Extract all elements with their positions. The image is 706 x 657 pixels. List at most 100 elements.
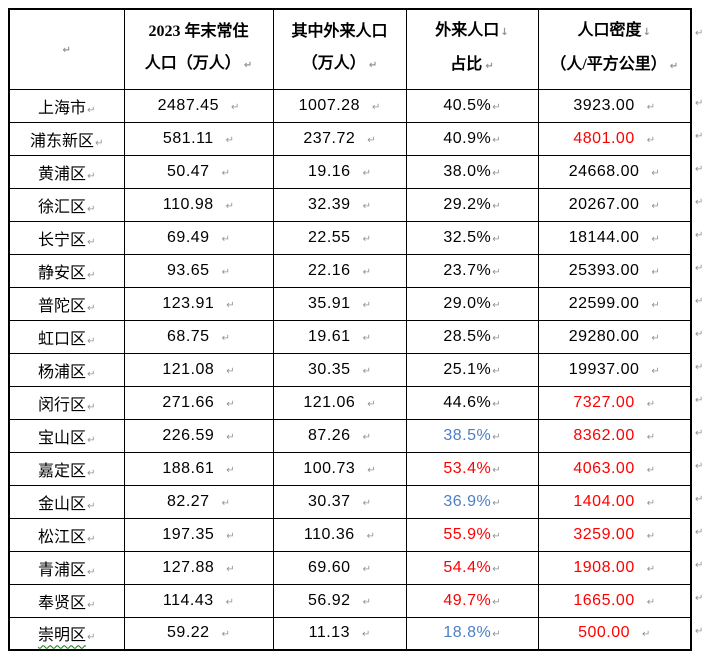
table-row: 上海市↵ 2487.45 ↵ 1007.28 ↵ 40.5%↵ 3923.00 ↵ [8, 88, 692, 123]
paragraph-mark: ↵ [651, 200, 660, 212]
table-row: 松江区↵ 197.35 ↵ 110.36 ↵ 55.9%↵ 3259.00 ↵ [8, 517, 692, 552]
end-of-row-mark: ↵ [695, 296, 704, 307]
percentage-value: 38.5% [443, 426, 492, 444]
district-cell: 上海市↵ [8, 88, 125, 123]
percentage-cell: 40.5%↵ [405, 88, 539, 123]
end-of-row-mark: ↵ [695, 626, 704, 637]
district-name: 青浦区 [38, 561, 87, 579]
percentage-cell: 54.4%↵ [405, 550, 539, 585]
paragraph-mark: ↵ [367, 134, 376, 146]
density-cell: 8362.00 ↵ [537, 418, 692, 453]
paragraph-mark: ↵ [485, 61, 494, 73]
density-value: 7327.00 [573, 393, 635, 411]
header-density-line2: （人/平方公里） [550, 56, 667, 74]
district-cell: 闵行区↵ [8, 385, 125, 420]
density-value: 4801.00 [573, 129, 635, 147]
district-name: 浦东新区 [30, 132, 95, 150]
percentage-value: 29.0% [443, 294, 492, 312]
district-cell: 虹口区↵ [8, 319, 125, 354]
density-cell: 3259.00 ↵ [537, 517, 692, 552]
percentage-cell: 29.2%↵ [405, 187, 539, 222]
density-cell: 7327.00 ↵ [537, 385, 692, 420]
density-value: 25393.00 [568, 261, 640, 279]
percentage-value: 54.4% [443, 558, 492, 576]
paragraph-mark: ↵ [87, 599, 96, 611]
resident-cell: 127.88 ↵ [123, 550, 274, 585]
paragraph-mark: ↵ [87, 434, 96, 446]
paragraph-mark: ↵ [651, 233, 660, 245]
district-cell: 长宁区↵ [8, 220, 125, 255]
district-cell: 杨浦区↵ [8, 352, 125, 387]
paragraph-mark: ↵ [367, 464, 376, 476]
density-cell: 3923.00 ↵ [537, 88, 692, 123]
resident-value: 197.35 [162, 525, 215, 543]
end-of-row-mark: ↵ [695, 428, 704, 439]
paragraph-mark: ↵ [226, 431, 235, 443]
percentage-value: 44.6% [443, 393, 492, 411]
percentage-value: 18.8% [443, 624, 492, 642]
percentage-value: 38.0% [443, 162, 492, 180]
migrant-cell: 35.91 ↵ [272, 286, 407, 321]
resident-cell: 59.22 ↵ [123, 616, 274, 651]
paragraph-mark: ↵ [492, 464, 501, 476]
paragraph-mark: ↵ [492, 596, 501, 608]
end-of-row-mark: ↵ [695, 28, 704, 39]
paragraph-mark: ↵ [95, 137, 104, 149]
table-row: 崇明区↵ 59.22 ↵ 11.13 ↵ 18.8%↵ 500.00 ↵ [8, 616, 692, 651]
percentage-cell: 55.9%↵ [405, 517, 539, 552]
paragraph-mark: ↵ [669, 61, 679, 73]
migrant-value: 19.61 [308, 327, 351, 345]
paragraph-mark: ↵ [87, 269, 96, 281]
density-cell: 1908.00 ↵ [537, 550, 692, 585]
district-cell: 松江区↵ [8, 517, 125, 552]
paragraph-mark: ↵ [226, 365, 235, 377]
paragraph-mark: ↵ [646, 596, 656, 608]
density-cell: 500.00 ↵ [537, 616, 692, 651]
header-resident-line1: 2023 年末常住 [148, 23, 249, 41]
paragraph-mark: ↵ [361, 629, 371, 641]
paragraph-mark: ↵ [226, 464, 235, 476]
paragraph-mark: ↵ [87, 236, 96, 248]
paragraph-mark: ↵ [230, 101, 240, 113]
migrant-cell: 22.16 ↵ [272, 253, 407, 288]
district-name: 长宁区 [38, 231, 87, 249]
paragraph-mark: ↵ [492, 530, 501, 542]
migrant-value: 87.26 [308, 426, 351, 444]
resident-cell: 226.59 ↵ [123, 418, 274, 453]
table-row: 黄浦区↵ 50.47 ↵ 19.16 ↵ 38.0%↵ 24668.00 ↵ [8, 154, 692, 189]
density-cell: 1665.00 ↵ [537, 583, 692, 618]
density-value: 8362.00 [573, 426, 635, 444]
paragraph-mark: ↵ [362, 563, 371, 575]
percentage-cell: 53.4%↵ [405, 451, 539, 486]
density-cell: 1404.00 ↵ [537, 484, 692, 519]
migrant-value: 11.13 [308, 624, 350, 642]
table-row: 闵行区↵ 271.66 ↵ 121.06 ↵ 44.6%↵ 7327.00 ↵ [8, 385, 692, 420]
paragraph-mark: ↵ [87, 566, 96, 578]
density-cell: 18144.00 ↵ [537, 220, 692, 255]
density-cell: 24668.00 ↵ [537, 154, 692, 189]
migrant-cell: 87.26 ↵ [272, 418, 407, 453]
resident-cell: 197.35 ↵ [123, 517, 274, 552]
district-cell: 徐汇区↵ [8, 187, 125, 222]
migrant-cell: 11.13 ↵ [272, 616, 407, 651]
paragraph-mark: ↵ [62, 45, 71, 57]
paragraph-mark: ↵ [646, 497, 656, 509]
district-cell: 浦东新区↵ [8, 121, 125, 156]
resident-cell: 581.11 ↵ [123, 121, 274, 156]
population-table: ↵ 2023 年末常住 人口（万人） ↵ 其中外来人口 （万人） ↵ 外来人口↓ 占… [8, 8, 692, 651]
resident-cell: 123.91 ↵ [123, 286, 274, 321]
percentage-value: 29.2% [443, 195, 492, 213]
density-cell: 25393.00 ↵ [537, 253, 692, 288]
paragraph-mark: ↵ [221, 167, 230, 179]
percentage-cell: 49.7%↵ [405, 583, 539, 618]
density-value: 4063.00 [573, 459, 635, 477]
resident-value: 93.65 [167, 261, 210, 279]
paragraph-mark: ↵ [221, 266, 230, 278]
table-row: 青浦区↵ 127.88 ↵ 69.60 ↵ 54.4%↵ 1908.00 ↵ [8, 550, 692, 585]
migrant-cell: 22.55 ↵ [272, 220, 407, 255]
header-pct-line1: 外来人口 [435, 22, 500, 40]
paragraph-mark: ↵ [646, 464, 656, 476]
migrant-value: 32.39 [308, 195, 351, 213]
migrant-value: 237.72 [303, 129, 356, 147]
migrant-cell: 30.35 ↵ [272, 352, 407, 387]
